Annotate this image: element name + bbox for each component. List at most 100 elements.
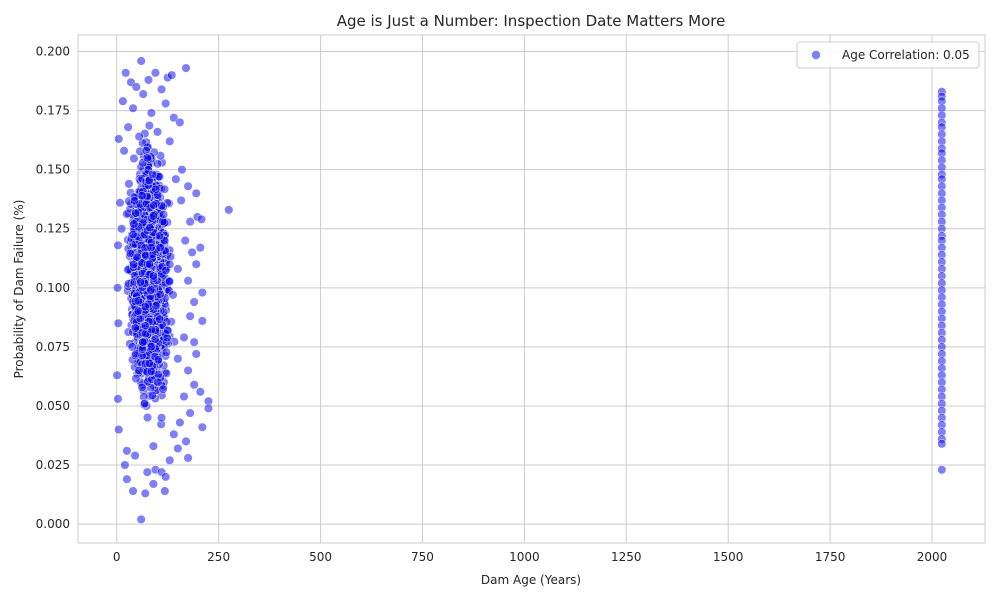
data-point [113,240,123,250]
data-point [169,113,179,123]
y-axis-label: Probability of Dam Failure (%) [12,200,26,379]
plot-frame [77,34,986,544]
data-point [155,289,165,299]
data-point [131,373,141,384]
x-tick-label: 1750 [815,550,846,564]
y-tick-label: 0.100 [36,281,70,295]
data-point [137,382,147,392]
x-tick-label: 0 [113,550,121,564]
x-tick-label: 500 [309,550,332,564]
data-point [138,89,148,99]
data-point [169,429,179,439]
data-point [117,224,127,234]
x-tick-label: 1250 [611,550,642,564]
legend-marker [811,50,821,60]
data-point [158,384,168,394]
data-point [138,337,148,347]
data-point [124,179,134,189]
data-point [191,349,201,359]
data-point [144,358,154,368]
data-point [195,387,205,397]
data-points [112,56,947,524]
data-point [197,316,207,326]
data-point [136,56,146,66]
data-point [145,223,155,233]
data-point [129,219,139,229]
y-tick-label: 0.125 [36,222,70,236]
data-point [134,365,144,375]
y-tick-label: 0.175 [36,104,70,118]
data-point [161,472,171,482]
y-tick-label: 0.200 [36,45,70,59]
data-point [185,408,195,418]
data-point [146,342,156,352]
data-point [151,301,161,311]
data-point [196,214,207,224]
data-point [131,208,141,218]
x-axis-label: Dam Age (Years) [481,573,581,587]
data-point [159,210,169,220]
data-point [176,195,186,205]
data-point [113,394,123,404]
data-point [140,488,150,498]
y-tick-labels: 0.000 0.025 0.050 0.075 0.100 0.125 0.150 0.175… [36,45,70,532]
y-tick-label: 0.150 [36,163,70,177]
y-tick-label: 0.050 [36,399,70,413]
data-point [140,398,150,408]
data-point [120,460,130,470]
data-point [144,121,154,131]
data-point [143,75,154,85]
data-point [937,439,947,449]
data-point [123,122,133,132]
data-point [197,422,207,432]
data-point [203,403,213,413]
data-point [150,334,160,344]
data-point [140,321,150,331]
grid [77,34,986,544]
data-point [150,68,161,78]
x-tick-label: 2000 [917,550,948,564]
data-point [189,337,199,347]
data-point [197,287,207,298]
y-tick-label: 0.025 [36,458,70,472]
data-point [141,251,151,261]
chart-title: Age is Just a Number: Inspection Date Ma… [337,12,726,30]
data-point [142,153,152,163]
data-point [175,117,185,127]
data-point [173,264,183,274]
x-tick-label: 1500 [713,550,744,564]
data-point [148,479,158,489]
data-point [145,259,155,269]
legend-box [796,41,980,69]
data-point [153,190,163,200]
data-point [160,486,170,496]
data-point [937,465,947,475]
data-point [115,198,125,208]
data-point [183,181,193,191]
data-point [175,417,185,428]
data-point [112,370,122,380]
data-point [189,380,199,390]
data-point [167,70,177,80]
data-point [122,474,132,484]
data-point [114,134,124,144]
data-point [165,136,175,146]
data-point [161,98,171,109]
data-point [161,347,171,357]
data-point [121,68,131,78]
data-point [224,205,234,215]
data-point [128,230,138,240]
data-point [163,325,173,335]
data-point [191,188,201,198]
plot-area [78,35,985,543]
data-point [113,318,123,328]
data-point [148,441,158,451]
legend-label: Age Correlation: 0.05 [842,48,970,62]
data-point [181,63,191,73]
data-point [142,467,152,477]
legend: Age Correlation: 0.05 [796,41,980,69]
x-tick-label: 750 [411,550,434,564]
data-point [179,332,189,342]
data-point [140,302,150,312]
